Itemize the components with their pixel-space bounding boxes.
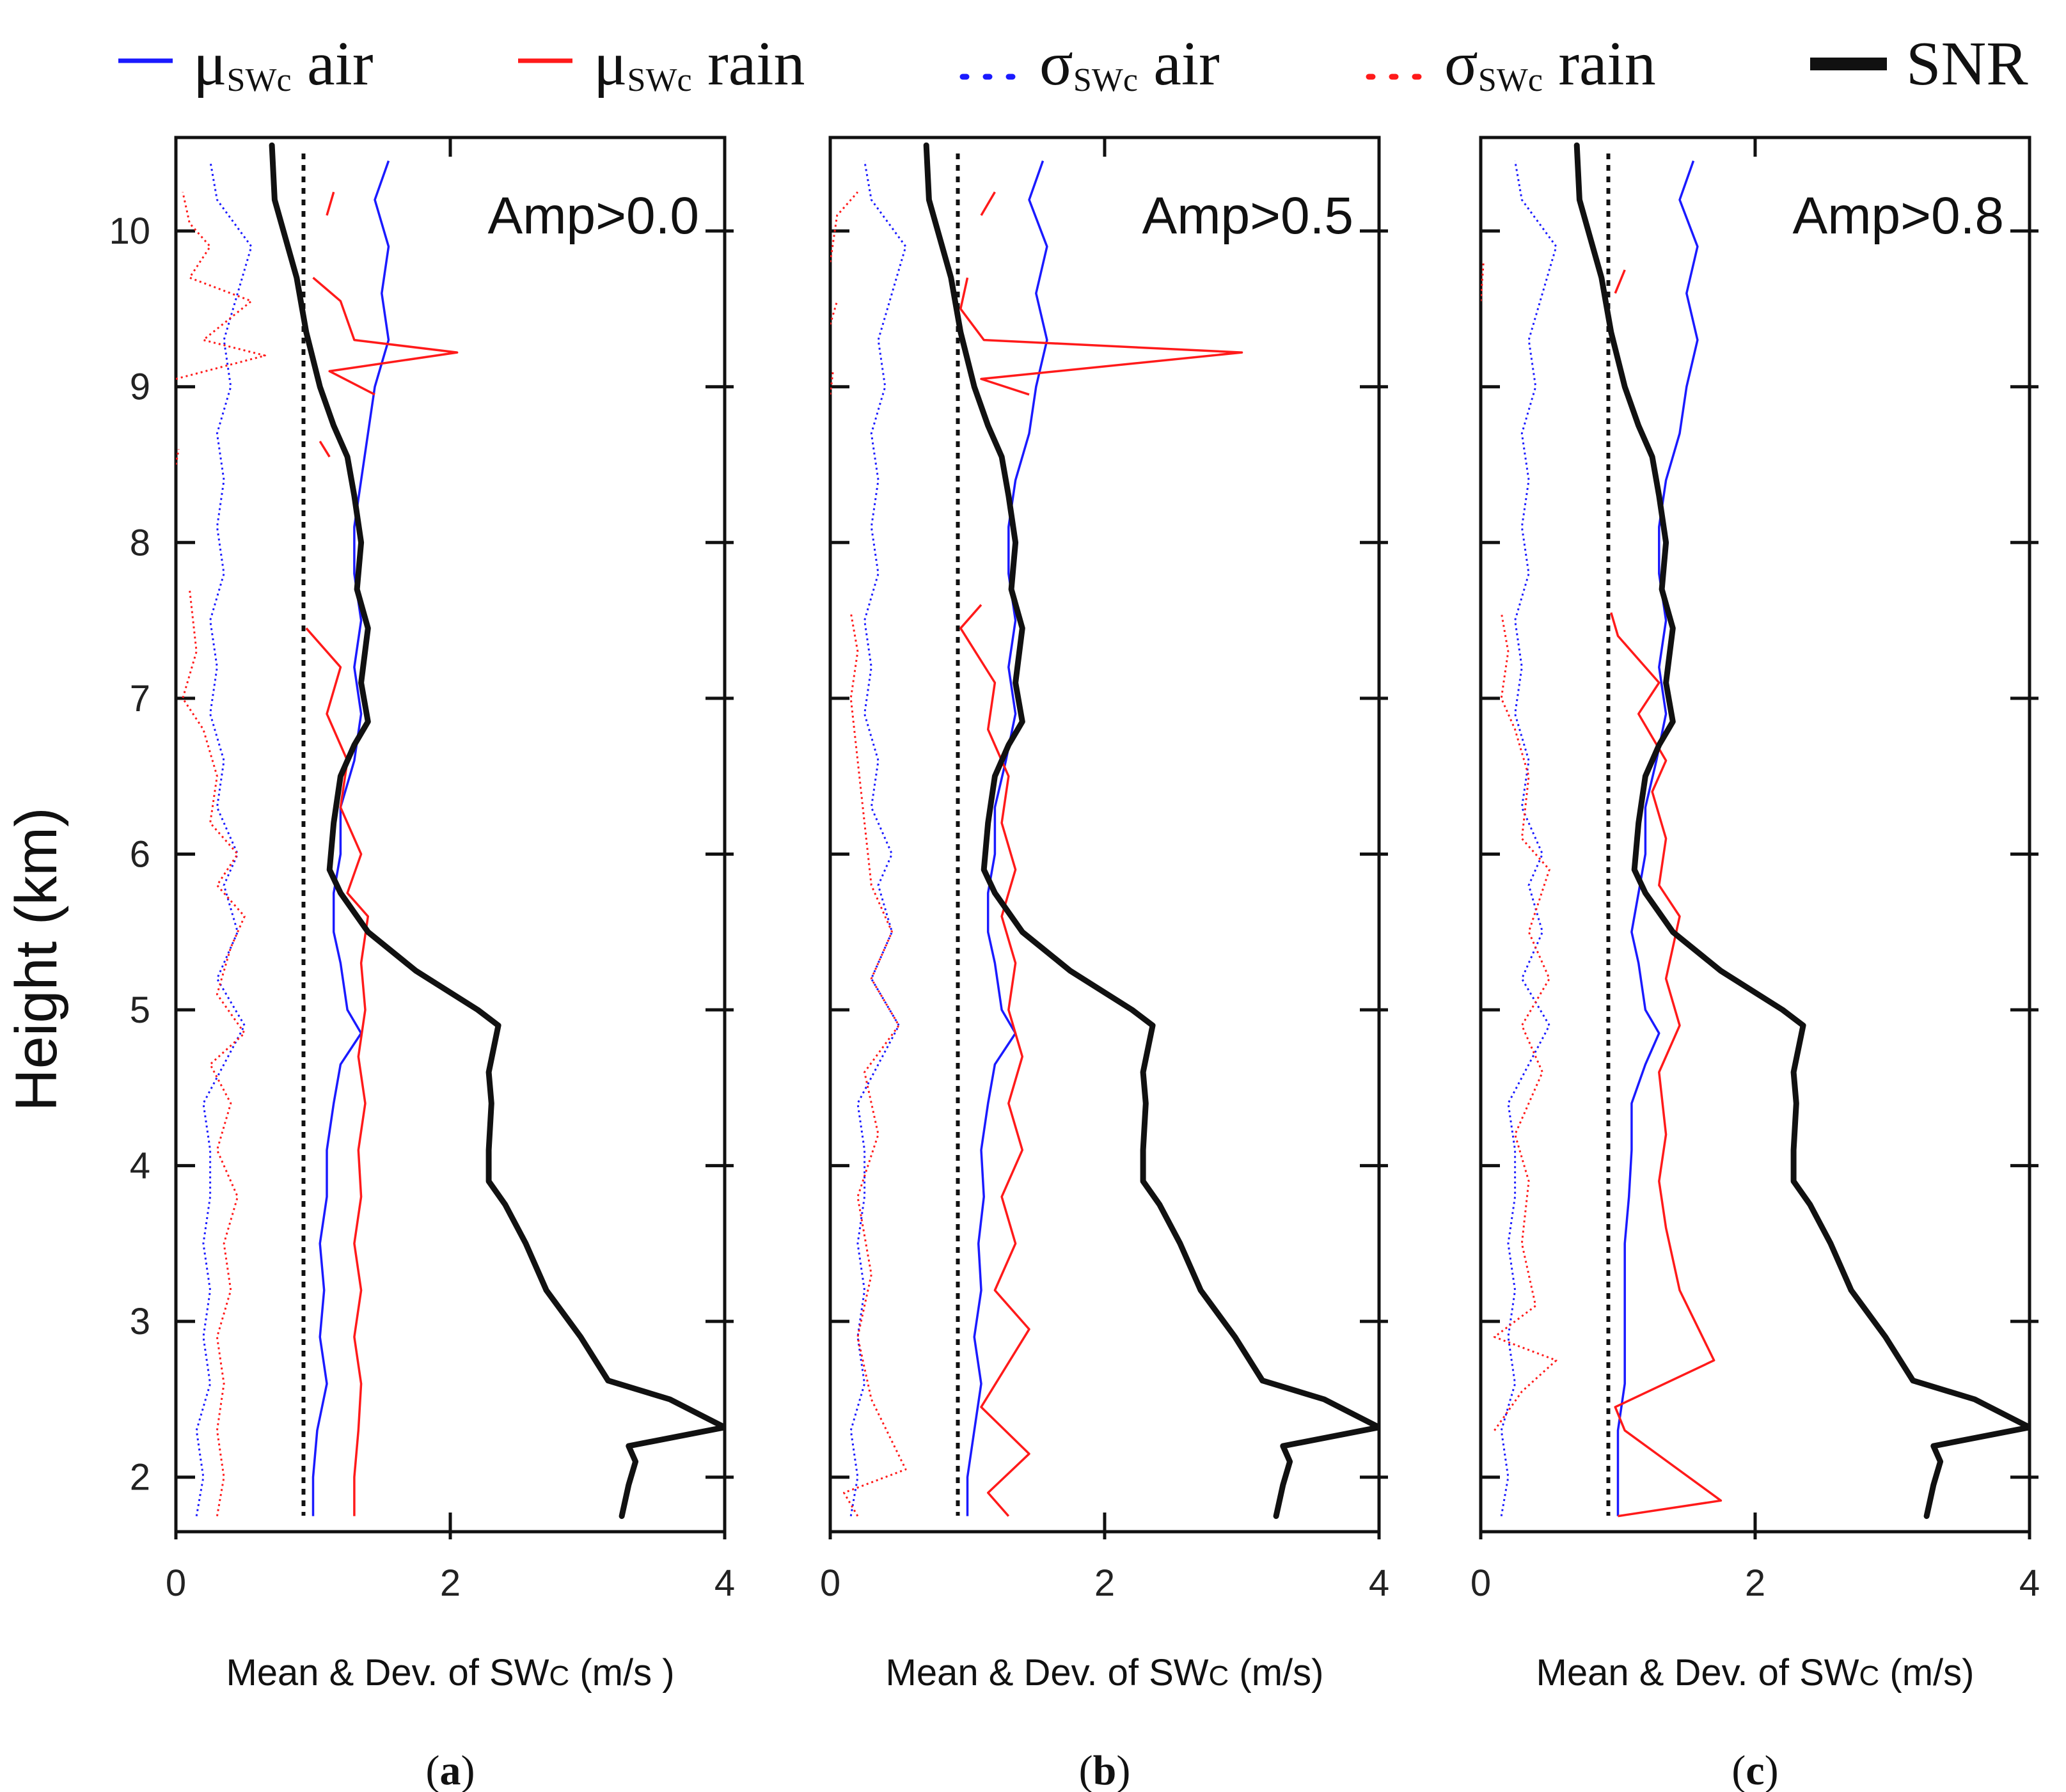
panel-caption: (b) <box>1079 1747 1131 1792</box>
legend-suffix: air <box>1138 29 1220 98</box>
y-tick-label: 8 <box>130 522 150 563</box>
series-snr <box>923 142 1379 1520</box>
x-axis-label: Mean & Dev. of SWC (m/s ) <box>226 1652 674 1694</box>
series-line <box>830 371 834 395</box>
series--swc-rain <box>1610 269 1723 1518</box>
legend-symbol: μ <box>193 29 227 98</box>
amp-annotation: Amp>0.5 <box>1142 187 1353 245</box>
series-snr <box>1573 142 2030 1520</box>
series-line <box>1573 142 2030 1520</box>
legend-subscript: SWc <box>627 62 692 98</box>
x-tick-label: 2 <box>1094 1562 1115 1604</box>
plot-area <box>176 142 725 1520</box>
series-line <box>182 589 246 1516</box>
series-line <box>319 441 331 458</box>
series--swc-rain <box>176 191 266 1516</box>
series--swc-rain <box>305 191 459 1516</box>
series-line <box>966 160 1048 1516</box>
series-line <box>1481 262 1485 301</box>
series-line <box>830 191 859 263</box>
legend-symbol: σ <box>1444 29 1478 98</box>
x-tick-label: 4 <box>714 1562 735 1604</box>
legend-subscript: SWc <box>1478 62 1543 98</box>
series-line <box>1493 612 1557 1431</box>
panels: 2 3 4 5 6 7 8 9 10 0 2 4 Amp>0.0 Mean & Dev. of SWC (… <box>109 136 2040 1792</box>
x-axis-label: Mean & Dev. of SWC (m/s) <box>1536 1652 1975 1694</box>
series-snr <box>269 142 725 1520</box>
series-line <box>1616 160 1699 1516</box>
series-line <box>959 604 1030 1517</box>
plot-area <box>830 142 1379 1520</box>
series--swc-air <box>966 160 1048 1516</box>
panel-a: 2 3 4 5 6 7 8 9 10 0 2 4 Amp>0.0 Mean & Dev. of SWC (… <box>109 136 735 1792</box>
legend-subscript: SWc <box>1073 62 1138 98</box>
panel-caption: (a) <box>426 1747 475 1792</box>
series-line <box>1614 269 1626 294</box>
legend-suffix: rain <box>692 29 805 98</box>
legend-item-snr: SNR <box>1810 29 2028 98</box>
panel-b: 0 2 4 Amp>0.5 Mean & Dev. of SWC (m/s) (b) <box>820 136 1389 1792</box>
series-line <box>980 191 996 216</box>
legend-item-sigma-rain: σSWc rain <box>1366 29 1656 98</box>
y-axis-label: Height (km) <box>4 807 69 1111</box>
y-tick-label: 10 <box>109 210 150 252</box>
amp-annotation: Amp>0.8 <box>1793 187 2004 245</box>
x-tick-label: 0 <box>166 1562 186 1604</box>
x-tick-label: 2 <box>440 1562 461 1604</box>
legend-symbol: μ <box>594 29 627 98</box>
legend-label: μSWc rain <box>594 29 805 98</box>
x-axis-label: Mean & Dev. of SWC (m/s) <box>886 1652 1324 1694</box>
y-tick-label: 4 <box>130 1145 150 1187</box>
x-tick-label: 4 <box>2019 1562 2040 1604</box>
y-tick-label: 7 <box>130 678 150 719</box>
legend-symbol: σ <box>1039 29 1073 98</box>
series-line <box>305 627 370 1516</box>
legend-label: σSWc rain <box>1444 29 1656 98</box>
x-tick-label: 2 <box>1745 1562 1765 1604</box>
legend: μSWc air μSWc rain σSWc air σSWc rain SNR <box>118 29 2028 98</box>
series--swc-rain <box>830 191 907 1517</box>
series-line <box>176 191 266 380</box>
y-tick-label: 5 <box>130 989 150 1031</box>
legend-label: μSWc air <box>193 29 374 98</box>
legend-label: SNR <box>1906 29 2028 98</box>
amp-annotation: Amp>0.0 <box>488 187 699 245</box>
y-tick-label: 3 <box>130 1301 150 1342</box>
legend-suffix: rain <box>1543 29 1656 98</box>
series-line <box>312 276 459 396</box>
x-tick-label: 0 <box>820 1562 840 1604</box>
series--swc-rain <box>959 191 1243 1517</box>
legend-label: σSWc air <box>1039 29 1220 98</box>
y-tick-label: 6 <box>130 833 150 875</box>
series-line <box>923 142 1379 1520</box>
legend-item-sigma-air: σSWc air <box>959 29 1220 98</box>
panel-caption: (c) <box>1731 1747 1778 1792</box>
series-line <box>326 191 335 216</box>
x-tick-label: 0 <box>1471 1562 1491 1604</box>
series-line <box>1610 612 1723 1518</box>
series-line <box>269 142 725 1520</box>
legend-subscript: SWc <box>227 62 292 98</box>
legend-item-mu-rain: μSWc rain <box>518 29 805 98</box>
legend-item-mu-air: μSWc air <box>118 29 374 98</box>
series--swc-rain <box>1481 262 1557 1431</box>
series-line <box>959 277 1243 396</box>
x-tick-label: 4 <box>1369 1562 1389 1604</box>
y-tick-label: 9 <box>130 366 150 408</box>
legend-suffix: air <box>292 29 374 98</box>
series--swc-air <box>1616 160 1699 1516</box>
panel-c: 0 2 4 Amp>0.8 Mean & Dev. of SWC (m/s) (c) <box>1471 136 2040 1792</box>
plot-area <box>1481 142 2030 1520</box>
y-tick-label: 2 <box>130 1457 150 1498</box>
